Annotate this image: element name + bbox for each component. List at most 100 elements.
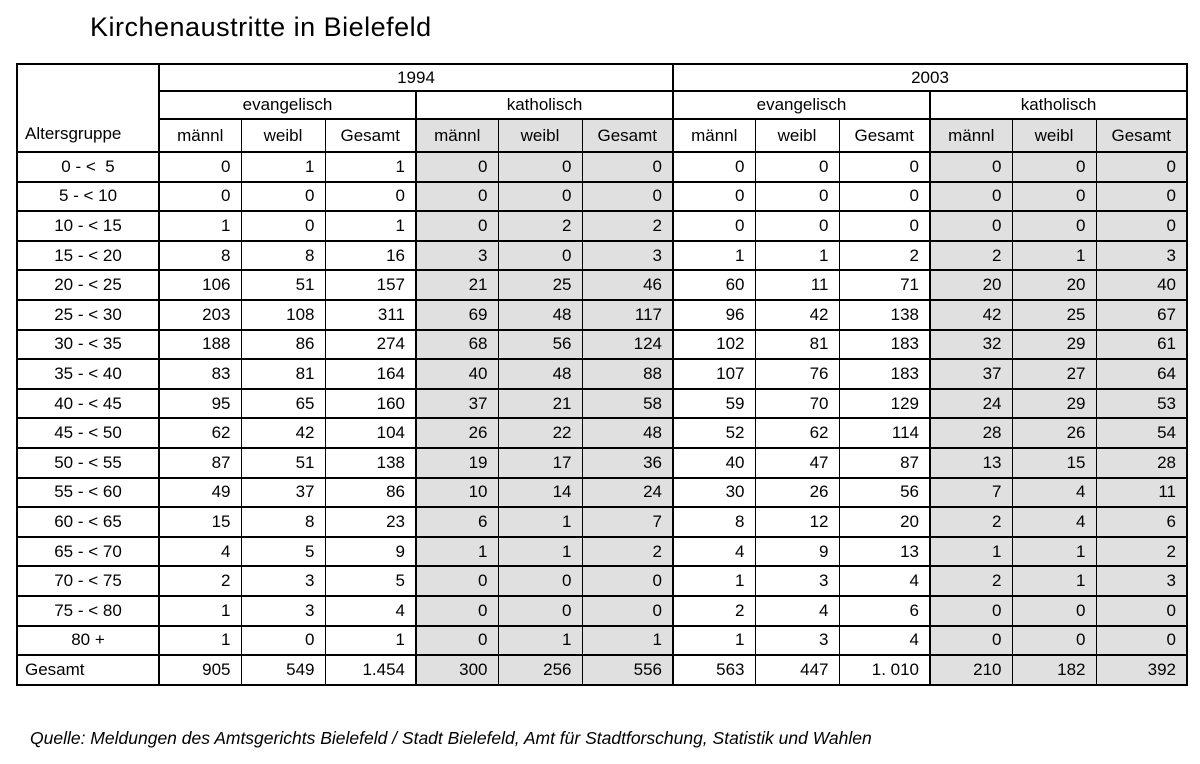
value-cell: 48: [497, 358, 583, 390]
value-cell: 49: [158, 476, 242, 509]
value-cell: 183: [838, 328, 931, 361]
table-row: 30 - < 35 188 86 274 68 56 124 102 81 183 32 29 61: [16, 328, 1188, 361]
value-cell: 300: [415, 654, 499, 686]
value-cell: 210: [929, 654, 1013, 686]
value-cell: 102: [672, 328, 756, 361]
value-cell: 83: [158, 358, 242, 390]
value-cell: 12: [754, 506, 840, 538]
value-cell: 3: [1095, 239, 1188, 272]
age-group-label: 45 - < 50: [16, 417, 160, 449]
value-cell: 15: [1011, 446, 1097, 479]
value-cell: 0: [838, 210, 931, 242]
value-cell: 3: [240, 594, 326, 627]
value-cell: 0: [497, 565, 583, 597]
value-cell: 2: [929, 565, 1013, 597]
church-exits-table: Altersgruppe 1994 2003 evangelisch katho…: [16, 63, 1188, 686]
value-cell: 1: [324, 210, 417, 242]
value-cell: 81: [240, 358, 326, 390]
table-row: 5 - < 10 0 0 0 0 0 0 0 0 0 0 0 0: [16, 180, 1188, 213]
value-cell: 95: [158, 387, 242, 420]
value-cell: 42: [240, 417, 326, 449]
age-group-label: 35 - < 40: [16, 358, 160, 390]
value-cell: 19: [415, 446, 499, 479]
value-cell: 11: [754, 269, 840, 301]
value-cell: 188: [158, 328, 242, 361]
value-cell: 62: [158, 417, 242, 449]
value-cell: 1: [581, 624, 674, 657]
value-cell: 6: [838, 594, 931, 627]
total-row-label: Gesamt: [16, 654, 160, 686]
value-cell: 0: [240, 624, 326, 657]
value-cell: 1: [672, 624, 756, 657]
col-header-maennl: männl: [158, 118, 242, 153]
value-cell: 182: [1011, 654, 1097, 686]
table-row: 75 - < 80 1 3 4 0 0 0 2 4 6 0 0 0: [16, 594, 1188, 627]
value-cell: 0: [415, 565, 499, 597]
value-cell: 0: [158, 151, 242, 183]
value-cell: 64: [1095, 358, 1188, 390]
value-cell: 0: [929, 594, 1013, 627]
value-cell: 22: [497, 417, 583, 449]
value-cell: 0: [754, 151, 840, 183]
value-cell: 0: [497, 594, 583, 627]
value-cell: 71: [838, 269, 931, 301]
value-cell: 1: [324, 624, 417, 657]
value-cell: 9: [754, 535, 840, 568]
value-cell: 549: [240, 654, 326, 686]
value-cell: 129: [838, 387, 931, 420]
table-row: 20 - < 25 106 51 157 21 25 46 60 11 71 20 20 40: [16, 269, 1188, 301]
age-group-label: 70 - < 75: [16, 565, 160, 597]
value-cell: 4: [672, 535, 756, 568]
value-cell: 54: [1095, 417, 1188, 449]
value-cell: 14: [497, 476, 583, 509]
value-cell: 0: [672, 180, 756, 213]
col-header-gesamt: Gesamt: [581, 118, 674, 153]
value-cell: 4: [838, 624, 931, 657]
value-cell: 25: [1011, 298, 1097, 331]
value-cell: 2: [581, 210, 674, 242]
value-cell: 3: [581, 239, 674, 272]
value-cell: 26: [754, 476, 840, 509]
confession-header-evangelisch-2003: evangelisch: [672, 90, 931, 120]
age-group-label: 5 - < 10: [16, 180, 160, 213]
value-cell: 0: [415, 210, 499, 242]
age-group-label: 10 - < 15: [16, 210, 160, 242]
value-cell: 905: [158, 654, 242, 686]
value-cell: 1: [497, 506, 583, 538]
value-cell: 2: [672, 594, 756, 627]
value-cell: 51: [240, 446, 326, 479]
page-title: Kirchenaustritte in Bielefeld: [90, 12, 432, 42]
value-cell: 87: [158, 446, 242, 479]
value-cell: 0: [838, 180, 931, 213]
value-cell: 203: [158, 298, 242, 331]
col-header-weibl: weibl: [1011, 118, 1097, 153]
value-cell: 88: [581, 358, 674, 390]
value-cell: 0: [497, 239, 583, 272]
value-cell: 24: [581, 476, 674, 509]
col-header-maennl: männl: [929, 118, 1013, 153]
value-cell: 26: [415, 417, 499, 449]
value-cell: 37: [415, 387, 499, 420]
value-cell: 0: [497, 151, 583, 183]
value-cell: 138: [324, 446, 417, 479]
value-cell: 1: [672, 565, 756, 597]
value-cell: 48: [497, 298, 583, 331]
value-cell: 13: [929, 446, 1013, 479]
total-row: Gesamt 905 549 1.454 300 256 556 563 447 1. 010 21…: [16, 654, 1188, 686]
value-cell: 21: [497, 387, 583, 420]
value-cell: 37: [240, 476, 326, 509]
value-cell: 4: [158, 535, 242, 568]
value-cell: 96: [672, 298, 756, 331]
sub-header-row: männl weibl Gesamt männl weibl Gesamt mä…: [17, 118, 1188, 153]
year-header-1994: 1994: [158, 63, 674, 92]
value-cell: 0: [929, 151, 1013, 183]
value-cell: 107: [672, 358, 756, 390]
value-cell: 42: [929, 298, 1013, 331]
value-cell: 53: [1095, 387, 1188, 420]
value-cell: 1: [324, 151, 417, 183]
value-cell: 0: [754, 210, 840, 242]
value-cell: 52: [672, 417, 756, 449]
value-cell: 32: [929, 328, 1013, 361]
value-cell: 23: [324, 506, 417, 538]
